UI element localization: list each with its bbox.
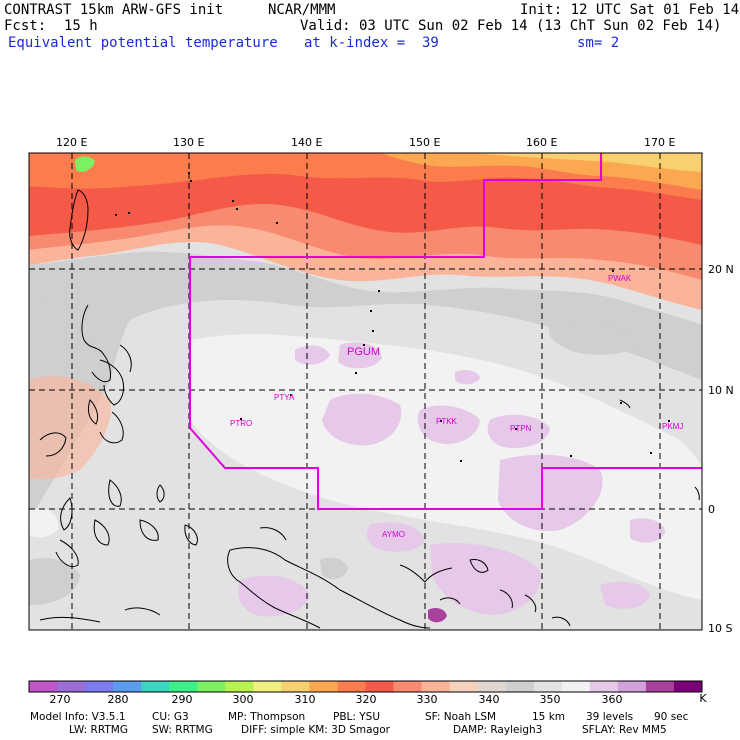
model-info-pbl: PBL: YSU	[333, 711, 381, 723]
colorbar-swatch	[617, 681, 647, 692]
colorbar-label-310: 310	[294, 693, 316, 706]
colorbar-frame	[28, 680, 703, 693]
colorbar-swatch	[225, 681, 254, 692]
forecast-hour: 15 h	[64, 18, 98, 34]
model-info-version: Model Info: V3.5.1	[30, 711, 126, 723]
forecast-label: Fcst:	[4, 18, 47, 34]
colorbar-swatch	[505, 681, 535, 692]
init-time: Init: 12 UTC Sat 01 Feb 14	[520, 2, 740, 18]
station-ptya: PTYA	[274, 393, 295, 402]
model-info-sf: SF: Noah LSM	[425, 711, 497, 723]
colorbar-swatch	[57, 681, 86, 692]
model-info-sflay: SFLAY: Rev MM5	[582, 724, 667, 736]
colorbar-swatch	[533, 681, 563, 692]
lat-label-20n: 20 N	[708, 263, 734, 276]
station-pkmj: PKMJ	[662, 422, 683, 431]
map-frame	[28, 152, 703, 631]
coastlines	[39, 189, 700, 629]
lat-label-10s: 10 S	[708, 622, 733, 635]
colorbar-swatch	[29, 681, 58, 692]
colorbar-swatch	[169, 681, 198, 692]
field-name: Equivalent potential temperature	[8, 35, 278, 51]
model-info-timestep: 90 sec	[654, 711, 689, 723]
colorbar-label-330: 330	[416, 693, 438, 706]
lon-label-120e: 120 E	[56, 136, 88, 149]
lon-label-140e: 140 E	[291, 136, 323, 149]
colorbar-swatch	[197, 681, 226, 692]
colorbar-label-360: 360	[601, 693, 623, 706]
lat-label-0: 0	[708, 503, 715, 516]
smoothing-value: sm= 2	[577, 35, 620, 51]
colorbar-swatch	[393, 681, 423, 692]
colorbar-label-350: 350	[539, 693, 561, 706]
model-info-levels: 39 levels	[586, 711, 634, 723]
graticule	[29, 153, 702, 630]
colorbar-swatch	[421, 681, 451, 692]
colorbar-label-290: 290	[171, 693, 193, 706]
model-info-mp: MP: Thompson	[228, 711, 306, 723]
nested-domain-border	[189, 153, 702, 510]
model-title: CONTRAST 15km ARW-GFS init	[4, 2, 224, 18]
lon-label-130e: 130 E	[173, 136, 205, 149]
org-label: NCAR/MMM	[268, 2, 336, 18]
station-pwak: PWAK	[608, 274, 632, 283]
colorbar-label-280: 280	[107, 693, 129, 706]
model-info-resolution: 15 km	[532, 711, 566, 723]
model-info-cu: CU: G3	[152, 711, 189, 723]
field-shading	[29, 153, 702, 630]
station-ptro: PTRO	[230, 419, 252, 428]
level-index: at k-index = 39	[304, 35, 439, 51]
lat-label-10n: 10 N	[708, 384, 734, 397]
station-pgum: PGUM	[347, 346, 380, 358]
colorbar-swatch	[281, 681, 310, 692]
colorbar-label-320: 320	[355, 693, 377, 706]
colorbar-swatch	[673, 681, 703, 692]
colorbar-swatch	[477, 681, 507, 692]
station-labels: PGUM PWAK PTYA PTRO PTKK PTPN PKMJ AYMO	[230, 274, 683, 539]
colorbar-label-270: 270	[49, 693, 71, 706]
valid-time: Valid: 03 UTC Sun 02 Feb 14 (13 ChT Sun …	[300, 18, 722, 34]
lon-label-160e: 160 E	[526, 136, 558, 149]
lon-label-150e: 150 E	[409, 136, 441, 149]
model-info-lw: LW: RRTMG	[69, 724, 128, 736]
colorbar-swatch	[253, 681, 282, 692]
colorbar-label-300: 300	[232, 693, 254, 706]
colorbar-swatch	[85, 681, 114, 692]
model-info-damp: DAMP: Rayleigh3	[453, 724, 543, 736]
island-dots	[115, 172, 670, 462]
colorbar-swatch	[337, 681, 366, 692]
colorbar-swatch	[589, 681, 619, 692]
colorbar	[28, 680, 703, 693]
lon-label-170e: 170 E	[644, 136, 676, 149]
colorbar-swatch	[309, 681, 338, 692]
colorbar-label-340: 340	[478, 693, 500, 706]
model-info-diff: DIFF: simple KM: 3D Smagor	[241, 724, 390, 736]
colorbar-swatch	[449, 681, 479, 692]
station-aymo: AYMO	[382, 530, 405, 539]
colorbar-unit: K	[699, 692, 707, 705]
colorbar-swatch	[113, 681, 142, 692]
station-ptkk: PTKK	[436, 417, 458, 426]
colorbar-swatch	[561, 681, 591, 692]
colorbar-swatch	[645, 681, 675, 692]
colorbar-swatch	[365, 681, 395, 692]
model-info-sw: SW: RRTMG	[152, 724, 213, 736]
colorbar-swatch	[141, 681, 170, 692]
station-ptpn: PTPN	[510, 424, 532, 433]
